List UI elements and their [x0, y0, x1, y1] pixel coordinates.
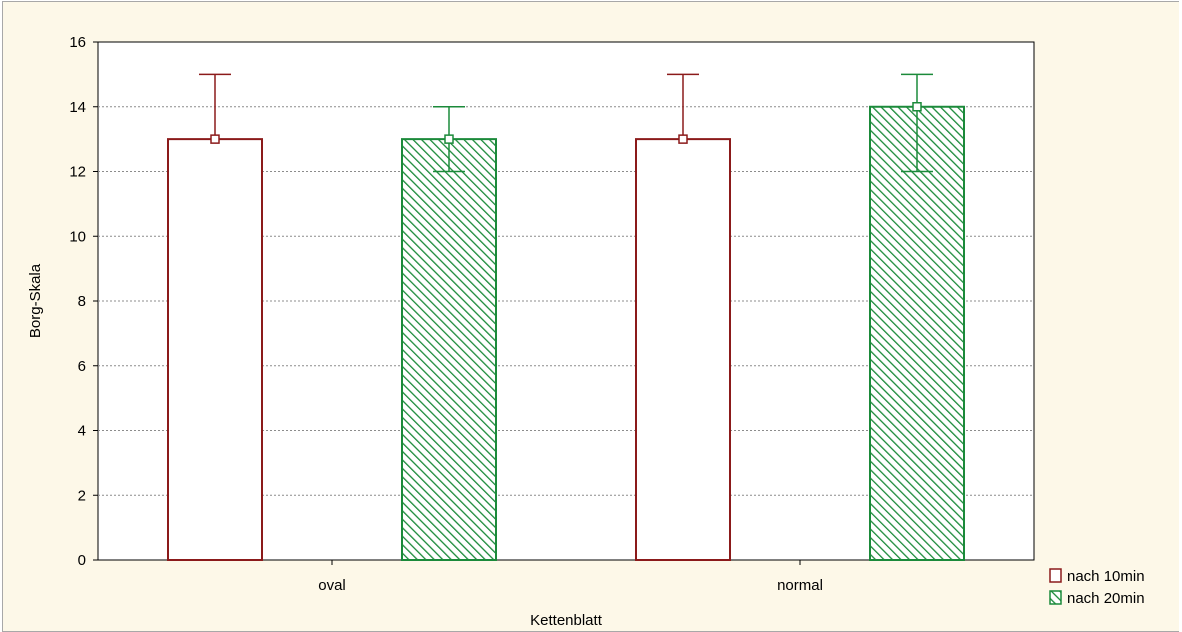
bar: [167, 138, 263, 561]
y-axis-ticks: 0 2 4 6 8 10 12 14 16: [69, 34, 98, 569]
y-tick-label: 4: [78, 423, 86, 440]
category-label: oval: [318, 577, 346, 594]
bar: [869, 105, 965, 561]
legend-label: nach 20min: [1067, 590, 1145, 607]
mean-marker: [210, 134, 220, 144]
y-tick-label: 6: [78, 358, 86, 375]
y-tick-label: 0: [78, 552, 86, 569]
category-label: normal: [777, 577, 823, 594]
y-tick-label: 12: [69, 164, 86, 181]
legend-label: nach 10min: [1067, 568, 1145, 585]
x-axis-label: Kettenblatt: [530, 612, 603, 629]
x-axis-categories: oval normal: [318, 560, 823, 594]
bar-chart: 0 2 4 6 8 10 12 14 16 oval normal Kettenblatt Bor…: [27, 34, 1145, 629]
y-tick-label: 14: [69, 99, 86, 116]
legend-swatch: [1049, 590, 1062, 605]
y-tick-label: 8: [78, 293, 86, 310]
mean-marker: [444, 134, 454, 144]
y-tick-label: 2: [78, 487, 86, 504]
bar: [401, 138, 497, 561]
y-tick-label: 10: [69, 228, 86, 245]
legend: nach 10min nach 20min: [1049, 568, 1145, 607]
bars: [167, 73, 965, 561]
y-tick-label: 16: [69, 34, 86, 51]
legend-swatch: [1049, 568, 1062, 583]
y-axis-label: Borg-Skala: [27, 263, 44, 338]
bar: [635, 138, 731, 561]
mean-marker: [912, 102, 922, 112]
mean-marker: [678, 134, 688, 144]
